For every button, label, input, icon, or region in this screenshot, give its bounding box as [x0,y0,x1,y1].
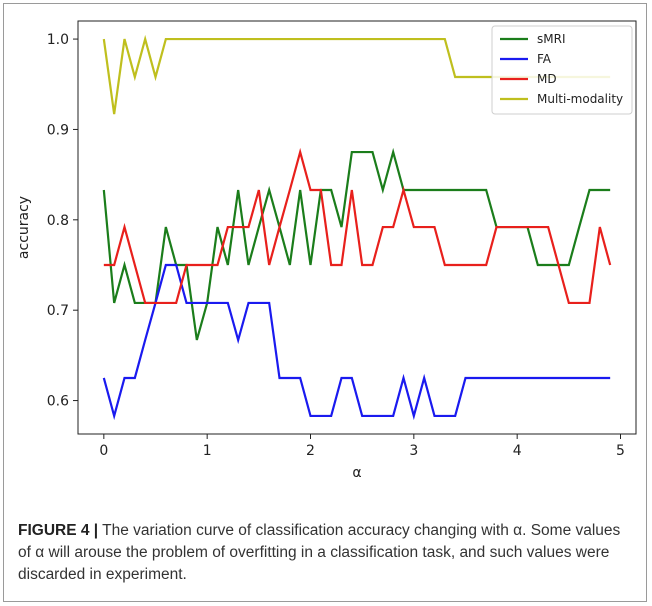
x-tick-label: 1 [203,443,212,459]
y-tick-label: 0.6 [47,394,69,410]
accuracy-line-chart: 0 1 2 3 4 5 0.6 0.7 0.8 0.9 1.0 α accuracy sMRI FA M… [16,20,637,481]
x-tick-label: 4 [513,443,522,459]
figure-label: FIGURE 4 | [18,522,99,539]
legend-entry: FA [537,52,552,66]
series-line-smri [102,147,611,341]
x-axis-label: α [352,465,361,481]
y-tick-label: 0.8 [47,213,69,229]
series-line-fa [102,263,611,421]
legend-box [491,25,633,115]
x-tick-label: 3 [409,443,418,459]
legend-entry: MD [537,72,557,86]
y-tick-label: 0.9 [47,122,69,138]
figure-caption: FIGURE 4 | The variation curve of classi… [18,520,636,586]
y-axis-label: accuracy [16,196,32,259]
legend: sMRI FA MD Multi-modality [491,25,633,115]
x-tick-label: 5 [616,443,625,459]
axis-ticks: 0 1 2 3 4 5 0.6 0.7 0.8 0.9 1.0 [47,32,625,459]
x-tick-label: 2 [306,443,315,459]
figure-frame [3,3,647,602]
plot-area-frame [77,20,637,435]
y-tick-label: 0.7 [47,303,69,319]
series-line-md [103,147,612,305]
y-tick-label: 1.0 [47,32,69,48]
legend-entry: Multi-modality [537,92,623,106]
caption-text: The variation curve of classification ac… [18,522,621,583]
legend-entry: sMRI [537,32,565,46]
x-tick-label: 0 [99,443,108,459]
